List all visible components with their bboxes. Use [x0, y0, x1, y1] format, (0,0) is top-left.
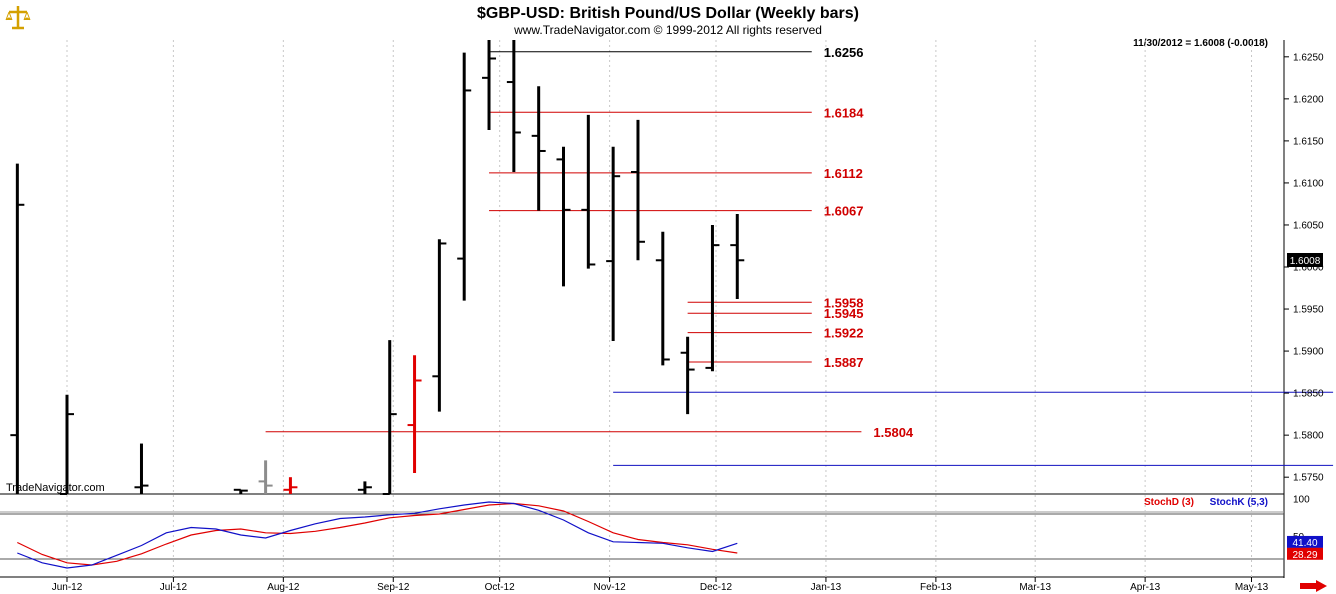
x-tick-label: Jun-12 [52, 582, 83, 593]
stoch-d-value-tag [1287, 547, 1323, 560]
y-tick-label: 1.6200 [1293, 94, 1324, 105]
stoch-y-tick-label: 100 [1293, 495, 1310, 506]
level-label: 1.5958 [824, 295, 864, 310]
stoch-d-label: StochD (3) [1144, 497, 1194, 508]
x-tick-label: Dec-12 [700, 582, 733, 593]
chart-subtitle: www.TradeNavigator.com © 1999-2012 All r… [513, 23, 822, 37]
y-tick-label: 1.5850 [1293, 389, 1324, 400]
x-tick-label: Nov-12 [593, 582, 626, 593]
stoch-k-label: StochK (5,3) [1210, 497, 1268, 508]
watermark: TradeNavigator.com [6, 482, 105, 494]
x-tick-label: Jan-13 [811, 582, 842, 593]
level-label: 1.5804 [873, 425, 914, 440]
x-tick-label: Aug-12 [267, 582, 300, 593]
level-label: 1.5887 [824, 355, 864, 370]
x-tick-label: Jul-12 [160, 582, 188, 593]
x-tick-label: Sep-12 [377, 582, 410, 593]
y-tick-label: 1.5800 [1293, 431, 1324, 442]
last-value-tag-text: 1.6008 [1290, 256, 1321, 267]
last-value-info: 11/30/2012 = 1.6008 (-0.0018) [1133, 38, 1268, 49]
y-tick-label: 1.6050 [1293, 220, 1324, 231]
y-tick-label: 1.6150 [1293, 136, 1324, 147]
level-label: 1.6067 [824, 204, 864, 219]
stoch-k-line [17, 501, 738, 569]
stoch-k-value-tag [1287, 535, 1323, 548]
scales-logo-icon [4, 4, 32, 32]
x-tick-label: Apr-13 [1130, 582, 1160, 593]
last-value-tag [1287, 253, 1323, 267]
y-tick-label: 1.5950 [1293, 305, 1324, 316]
stoch-k-value-text: 41.40 [1292, 538, 1317, 549]
x-tick-label: May-13 [1235, 582, 1269, 593]
x-tick-label: Mar-13 [1019, 582, 1051, 593]
y-tick-label: 1.6100 [1293, 178, 1324, 189]
y-tick-label: 1.6000 [1293, 263, 1324, 274]
x-tick-label: Oct-12 [485, 582, 515, 593]
month-gridlines [66, 40, 1253, 577]
price-axis: 1.6250 1.6200 1.6150 1.6100 1.6050 1.6000 1.59… [1284, 52, 1324, 484]
level-label: 1.6256 [824, 45, 864, 60]
stoch-d-line [17, 502, 738, 566]
level-label: 1.6112 [824, 166, 863, 181]
y-tick-label: 1.5900 [1293, 347, 1324, 358]
stoch-d-value-text: 28.29 [1292, 550, 1317, 561]
scroll-right-arrow-icon[interactable] [1298, 580, 1328, 592]
chart-title: $GBP-USD: British Pound/US Dollar (Weekl… [477, 5, 859, 22]
x-tick-label: Feb-13 [920, 582, 952, 593]
level-label: 1.6184 [824, 105, 865, 120]
y-tick-label: 1.5750 [1293, 473, 1324, 484]
y-tick-label: 1.6250 [1293, 52, 1324, 63]
level-label: 1.5945 [824, 306, 864, 321]
date-axis: Jun-12 Jul-12 Aug-12 Sep-12 Oct-12 Nov-12 Dec-… [52, 577, 1269, 593]
ohlc-bars [10, 40, 745, 495]
level-label: 1.5922 [824, 326, 864, 341]
